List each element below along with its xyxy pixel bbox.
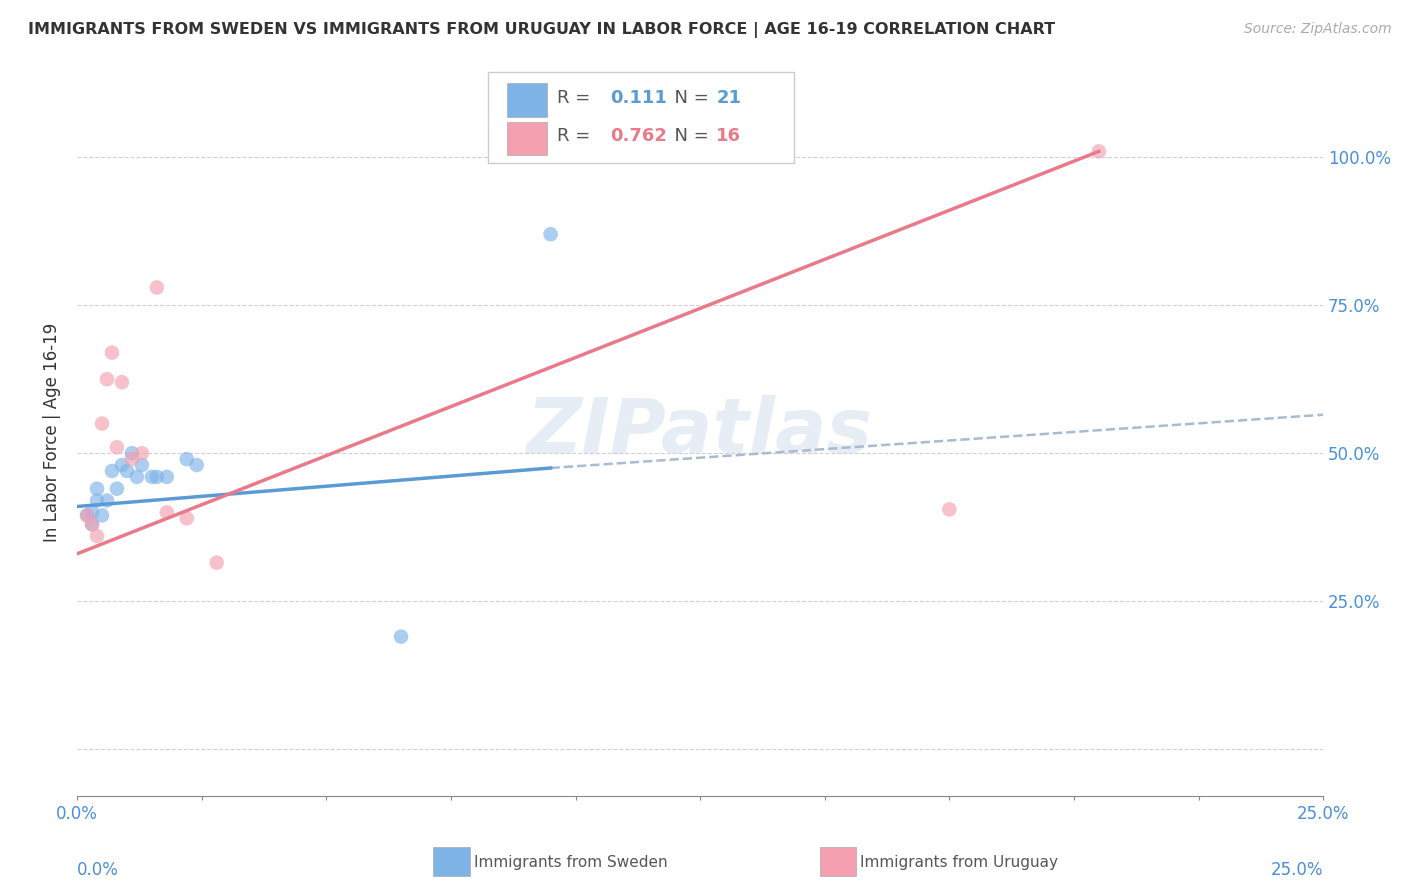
Point [105,482,128,496]
Point [105,440,128,454]
Text: 21: 21 [716,89,741,107]
Point [111,458,134,472]
Point [86,493,108,508]
Point [80,517,103,532]
Point [146,470,169,484]
Point [156,470,179,484]
Point [80,517,103,532]
Point [176,452,198,467]
Text: 0.111: 0.111 [610,89,668,107]
Text: 16: 16 [716,128,741,145]
Text: IMMIGRANTS FROM SWEDEN VS IMMIGRANTS FROM URUGUAY IN LABOR FORCE | AGE 16-19 COR: IMMIGRANTS FROM SWEDEN VS IMMIGRANTS FRO… [28,22,1056,38]
Y-axis label: In Labor Force | Age 16-19: In Labor Force | Age 16-19 [44,323,60,542]
Point [91,508,114,523]
Point [176,511,198,525]
FancyBboxPatch shape [508,121,547,155]
Text: 0.0%: 0.0% [77,861,120,879]
Point [205,556,228,570]
Point [141,470,163,484]
Point [80,505,103,519]
Point [96,372,118,386]
Text: Source: ZipAtlas.com: Source: ZipAtlas.com [1244,22,1392,37]
Point [76,508,98,523]
Point [91,417,114,431]
FancyBboxPatch shape [488,72,793,163]
Point [389,630,412,644]
Point [131,446,153,460]
Text: ZIPatlas: ZIPatlas [527,395,873,469]
Text: R =: R = [557,128,596,145]
Point [1088,145,1111,159]
Point [121,452,143,467]
Point [131,458,153,472]
Point [125,470,148,484]
Point [76,508,98,523]
Point [146,280,169,294]
FancyBboxPatch shape [508,83,547,117]
Text: 25.0%: 25.0% [1271,861,1323,879]
Text: Immigrants from Uruguay: Immigrants from Uruguay [860,855,1059,870]
Point [186,458,208,472]
Point [540,227,562,242]
Text: N =: N = [662,89,714,107]
Point [86,482,108,496]
Text: N =: N = [662,128,714,145]
Point [121,446,143,460]
Point [111,375,134,389]
Text: R =: R = [557,89,596,107]
Point [938,502,960,516]
Point [96,493,118,508]
Point [101,464,124,478]
Point [115,464,138,478]
Text: 0.762: 0.762 [610,128,668,145]
Text: Immigrants from Sweden: Immigrants from Sweden [474,855,668,870]
Point [86,529,108,543]
Point [156,505,179,519]
Point [101,345,124,359]
